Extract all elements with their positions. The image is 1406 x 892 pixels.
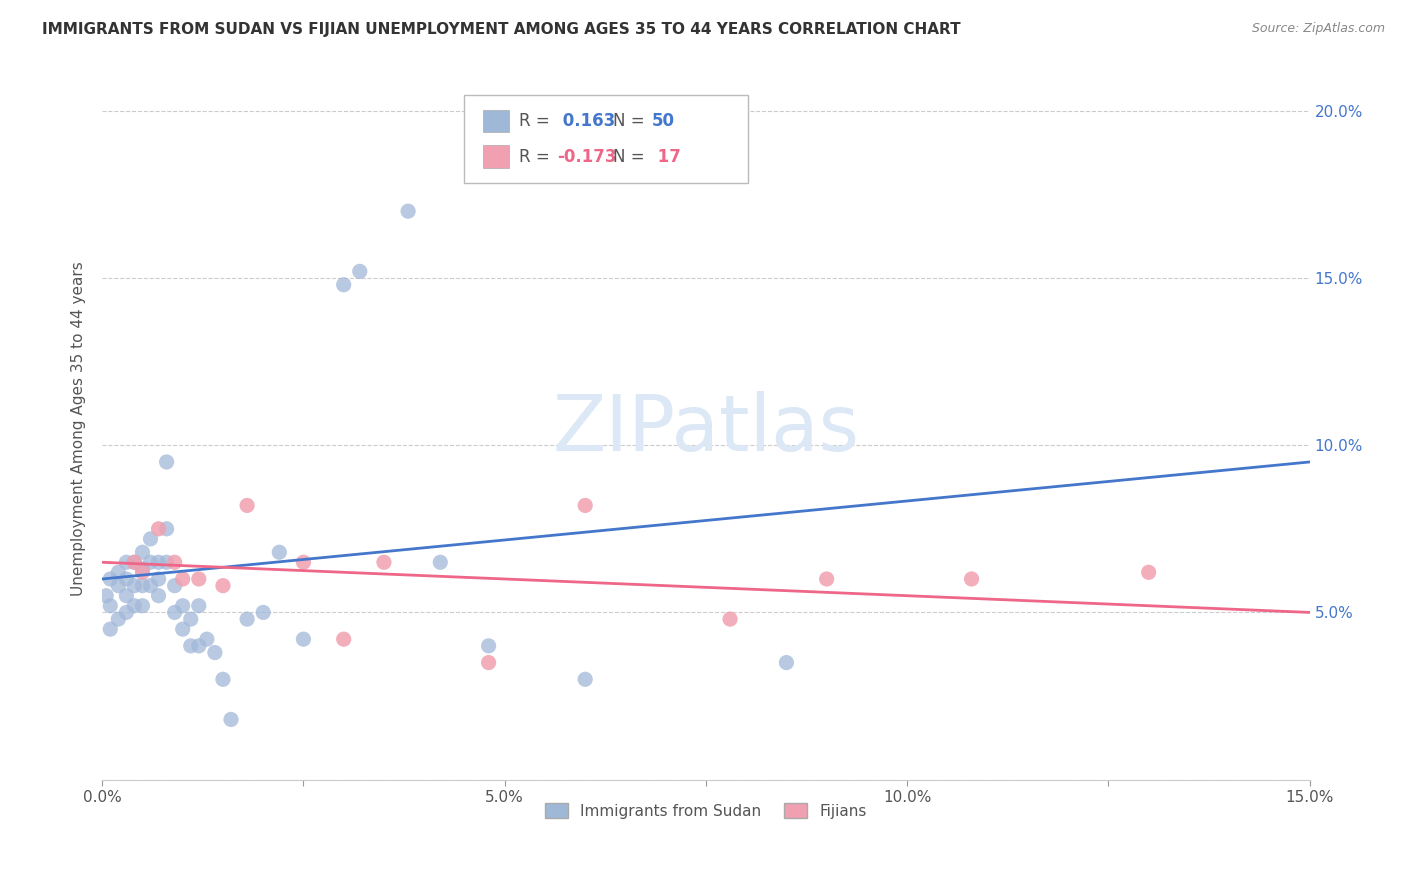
Y-axis label: Unemployment Among Ages 35 to 44 years: Unemployment Among Ages 35 to 44 years (72, 261, 86, 596)
Text: Source: ZipAtlas.com: Source: ZipAtlas.com (1251, 22, 1385, 36)
Point (139, 532, 162, 546)
Bar (482, 145, 509, 168)
Text: ZIPatlas: ZIPatlas (553, 391, 859, 467)
Point (148, 522, 170, 536)
Point (180, 639, 202, 653)
Point (163, 606, 186, 620)
Point (124, 579, 146, 593)
Point (574, 673, 596, 687)
Point (775, 656, 797, 670)
Point (115, 606, 138, 620)
Point (212, 579, 235, 593)
Point (131, 545, 153, 559)
Point (236, 499, 259, 513)
Point (124, 555, 146, 569)
Point (332, 277, 354, 292)
Text: N =: N = (613, 112, 644, 130)
Point (124, 555, 146, 569)
Point (960, 572, 983, 586)
Bar (482, 110, 509, 132)
Point (148, 589, 170, 603)
Point (155, 455, 177, 469)
Point (131, 562, 153, 576)
Point (478, 656, 501, 670)
Point (815, 572, 838, 586)
Point (139, 555, 162, 569)
Point (115, 589, 138, 603)
Point (204, 646, 226, 660)
Point (124, 599, 146, 613)
Text: 0.163: 0.163 (557, 112, 616, 130)
Text: R =: R = (519, 148, 550, 166)
Point (429, 555, 451, 569)
Point (718, 612, 741, 626)
Text: R =: R = (519, 112, 550, 130)
Point (98, 599, 121, 613)
Point (212, 673, 235, 687)
Point (139, 579, 162, 593)
Point (373, 555, 395, 569)
Point (163, 579, 186, 593)
Point (219, 713, 242, 727)
Point (148, 555, 170, 569)
Point (172, 572, 194, 586)
Text: 17: 17 (651, 148, 681, 166)
Text: N =: N = (613, 148, 644, 166)
Text: -0.173: -0.173 (557, 148, 617, 166)
Point (96, 589, 118, 603)
Point (155, 555, 177, 569)
Point (115, 572, 138, 586)
Legend: Immigrants from Sudan, Fijians: Immigrants from Sudan, Fijians (538, 797, 873, 824)
Text: 50: 50 (651, 112, 675, 130)
Point (349, 264, 371, 278)
Point (172, 599, 194, 613)
Point (1137, 566, 1160, 580)
Point (131, 599, 153, 613)
Point (478, 639, 501, 653)
Point (332, 632, 354, 647)
Point (107, 579, 129, 593)
Point (131, 579, 153, 593)
Point (292, 632, 315, 647)
FancyBboxPatch shape (464, 95, 748, 183)
Point (396, 204, 419, 219)
Text: IMMIGRANTS FROM SUDAN VS FIJIAN UNEMPLOYMENT AMONG AGES 35 TO 44 YEARS CORRELATI: IMMIGRANTS FROM SUDAN VS FIJIAN UNEMPLOY… (42, 22, 960, 37)
Point (187, 599, 209, 613)
Point (107, 566, 129, 580)
Point (187, 572, 209, 586)
Point (107, 612, 129, 626)
Point (292, 555, 315, 569)
Point (155, 522, 177, 536)
Point (163, 555, 186, 569)
Point (574, 499, 596, 513)
Point (98, 572, 121, 586)
Point (180, 612, 202, 626)
Point (187, 639, 209, 653)
Point (252, 606, 274, 620)
Point (195, 632, 218, 647)
Point (236, 612, 259, 626)
Point (148, 572, 170, 586)
Point (172, 622, 194, 636)
Point (131, 566, 153, 580)
Point (269, 545, 291, 559)
Point (115, 555, 138, 569)
Point (98, 622, 121, 636)
